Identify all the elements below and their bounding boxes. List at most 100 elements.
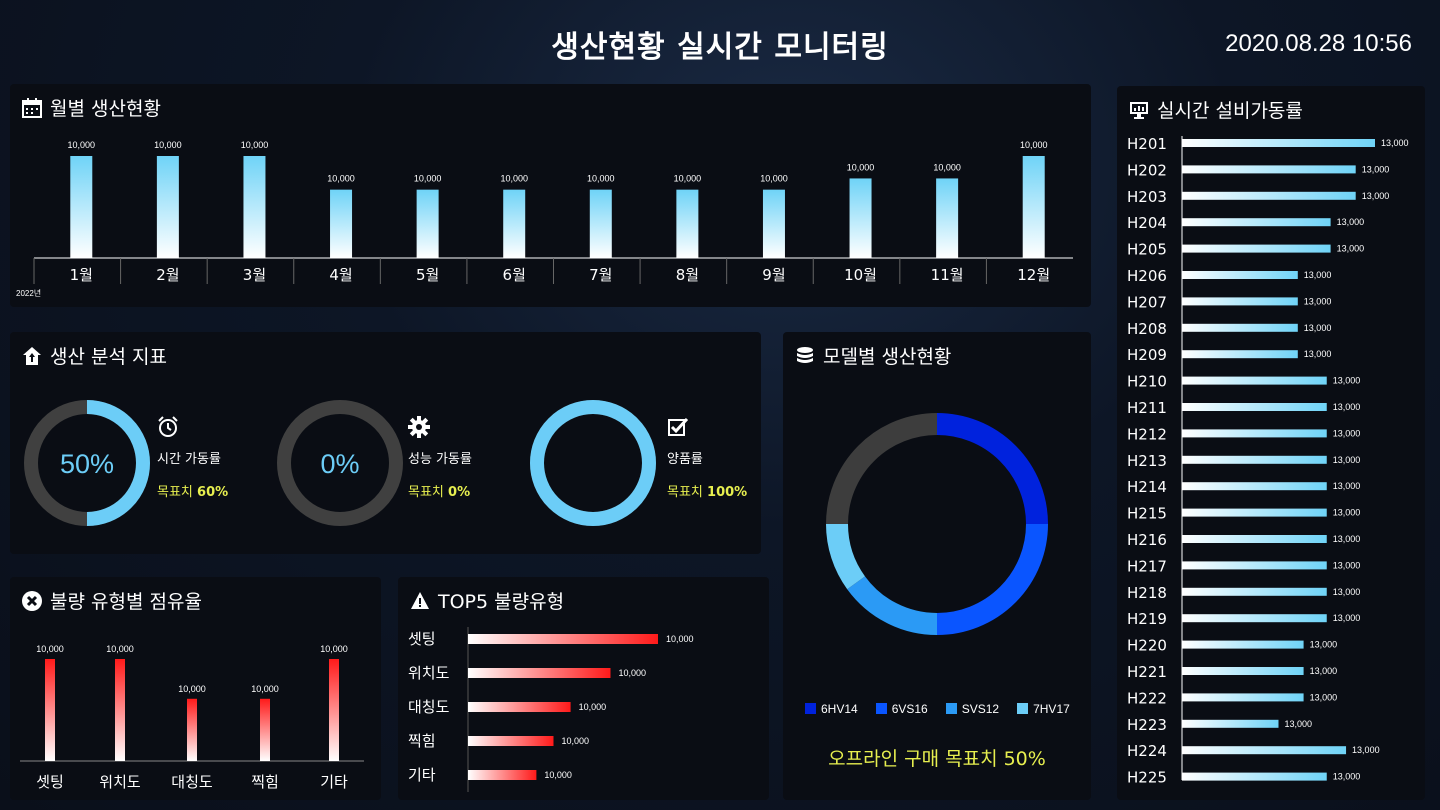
legend-item: SVS12 bbox=[945, 702, 1000, 716]
value-label: 13,000 bbox=[1333, 402, 1361, 412]
category-label: 위치도 bbox=[408, 664, 450, 682]
model-legend: 6HV14 6VS16 SVS12 7HV17 bbox=[805, 702, 1070, 716]
value-label: 13,000 bbox=[1333, 455, 1361, 465]
value-label: 10,000 bbox=[327, 174, 355, 184]
bar bbox=[1182, 482, 1327, 491]
bar bbox=[762, 189, 785, 258]
bar bbox=[115, 659, 125, 761]
value-label: 10,000 bbox=[106, 644, 134, 654]
category-label: H222 bbox=[1127, 689, 1167, 707]
bar bbox=[1182, 271, 1298, 279]
bar bbox=[676, 189, 699, 258]
bar bbox=[156, 156, 179, 258]
value-label: 10,000 bbox=[579, 702, 607, 712]
value-label: 13,000 bbox=[1285, 719, 1313, 729]
value-label: 13,000 bbox=[1381, 138, 1409, 148]
gear-icon bbox=[408, 416, 472, 442]
value-label: 10,000 bbox=[241, 140, 269, 150]
category-label: H219 bbox=[1127, 610, 1167, 628]
tick-label: 4월 bbox=[329, 266, 352, 284]
category-label: H209 bbox=[1127, 346, 1167, 364]
bar bbox=[1182, 139, 1375, 147]
top5-bar-chart: 셋팅 10,000 위치도 10,000 대칭도 10,000 찍힘 10,000 기타 10,0… bbox=[408, 627, 694, 792]
slice-remainder bbox=[826, 413, 938, 525]
calendar-icon bbox=[22, 97, 42, 118]
gauge-fill bbox=[86, 400, 150, 526]
category-label: H201 bbox=[1127, 135, 1167, 153]
tick-label: 2월 bbox=[156, 266, 179, 284]
gauge-label: 시간 가동률 bbox=[157, 452, 221, 467]
bar bbox=[849, 178, 872, 258]
category-label: 기타 bbox=[320, 773, 348, 791]
value-label: 13,000 bbox=[1333, 613, 1361, 623]
bar bbox=[503, 189, 526, 258]
page-title: 생산현황 실시간 모니터링 bbox=[551, 30, 889, 65]
legend-item: 6HV14 bbox=[805, 702, 858, 716]
tick-label: 11월 bbox=[931, 266, 964, 284]
value-label: 10,000 bbox=[1020, 140, 1048, 150]
equipment-title: 실시간 설비가동률 bbox=[1157, 100, 1303, 122]
bar bbox=[1182, 376, 1327, 385]
bar bbox=[330, 189, 353, 258]
tick-label: 1월 bbox=[70, 266, 93, 284]
bar bbox=[1182, 350, 1298, 359]
bar bbox=[1182, 614, 1327, 623]
defect-share-title: 불량 유형별 점유율 bbox=[50, 591, 202, 613]
clock: 2020.08.28 10:56 bbox=[1225, 30, 1412, 57]
value-label: 13,000 bbox=[1304, 349, 1332, 359]
bar bbox=[1182, 455, 1327, 464]
value-label: 10,000 bbox=[154, 140, 182, 150]
tick-label: 10월 bbox=[844, 266, 877, 284]
category-label: H211 bbox=[1127, 399, 1167, 417]
value-label: 10,000 bbox=[414, 174, 442, 184]
legend-swatch bbox=[945, 703, 957, 714]
slice bbox=[826, 523, 866, 590]
category-label: H202 bbox=[1127, 161, 1167, 179]
value-label: 13,000 bbox=[1304, 270, 1332, 280]
value-label: 13,000 bbox=[1337, 244, 1365, 254]
bar bbox=[1182, 772, 1327, 781]
gauge-info-3: 양품률 목표치 100% bbox=[667, 416, 747, 500]
value-label: 13,000 bbox=[1304, 323, 1332, 333]
category-label: H217 bbox=[1127, 557, 1167, 575]
category-label: 셋팅 bbox=[408, 630, 436, 648]
tick-label: 8월 bbox=[676, 266, 699, 284]
target-value: 0% bbox=[448, 485, 471, 500]
value-label: 13,000 bbox=[1310, 692, 1338, 702]
bar bbox=[1182, 693, 1304, 702]
bar bbox=[329, 659, 339, 761]
value-label: 13,000 bbox=[1352, 745, 1380, 755]
value-label: 13,000 bbox=[1333, 560, 1361, 570]
category-label: H221 bbox=[1127, 663, 1167, 681]
checkbox-icon bbox=[667, 416, 747, 442]
legend-label: SVS12 bbox=[961, 702, 1000, 716]
bar bbox=[1182, 218, 1331, 227]
value-label: 10,000 bbox=[587, 174, 615, 184]
bar bbox=[1182, 429, 1327, 438]
analysis-title: 생산 분석 지표 bbox=[50, 346, 167, 368]
bar bbox=[70, 156, 93, 258]
gauge-info-1: 시간 가동률 목표치 60% bbox=[157, 416, 228, 500]
monthly-production-panel: 월별 생산현황 10,000 1월 10,000 2월 10,000 3월 10,000 4월… bbox=[10, 84, 1091, 307]
top5-title: TOP5 불량유형 bbox=[438, 591, 565, 613]
category-label: H210 bbox=[1127, 373, 1167, 391]
category-label: H224 bbox=[1127, 742, 1167, 760]
target-label: 목표치 bbox=[408, 485, 444, 500]
value-label: 13,000 bbox=[1310, 640, 1338, 650]
legend-label: 7HV17 bbox=[1033, 702, 1070, 716]
category-label: 대칭도 bbox=[408, 698, 450, 716]
bar bbox=[1182, 640, 1304, 649]
value-label: 13,000 bbox=[1333, 481, 1361, 491]
alarm-clock-icon bbox=[157, 416, 228, 442]
target-label: 목표치 bbox=[157, 485, 193, 500]
legend-swatch bbox=[805, 703, 816, 714]
warning-icon bbox=[410, 591, 430, 611]
bar bbox=[1182, 297, 1298, 306]
tick-label: 9월 bbox=[762, 266, 785, 284]
value-label: 13,000 bbox=[1333, 376, 1361, 386]
bar bbox=[1182, 535, 1327, 543]
category-label: H208 bbox=[1127, 320, 1167, 338]
bar bbox=[1182, 508, 1327, 517]
bar bbox=[416, 189, 439, 258]
bar bbox=[1182, 561, 1327, 570]
